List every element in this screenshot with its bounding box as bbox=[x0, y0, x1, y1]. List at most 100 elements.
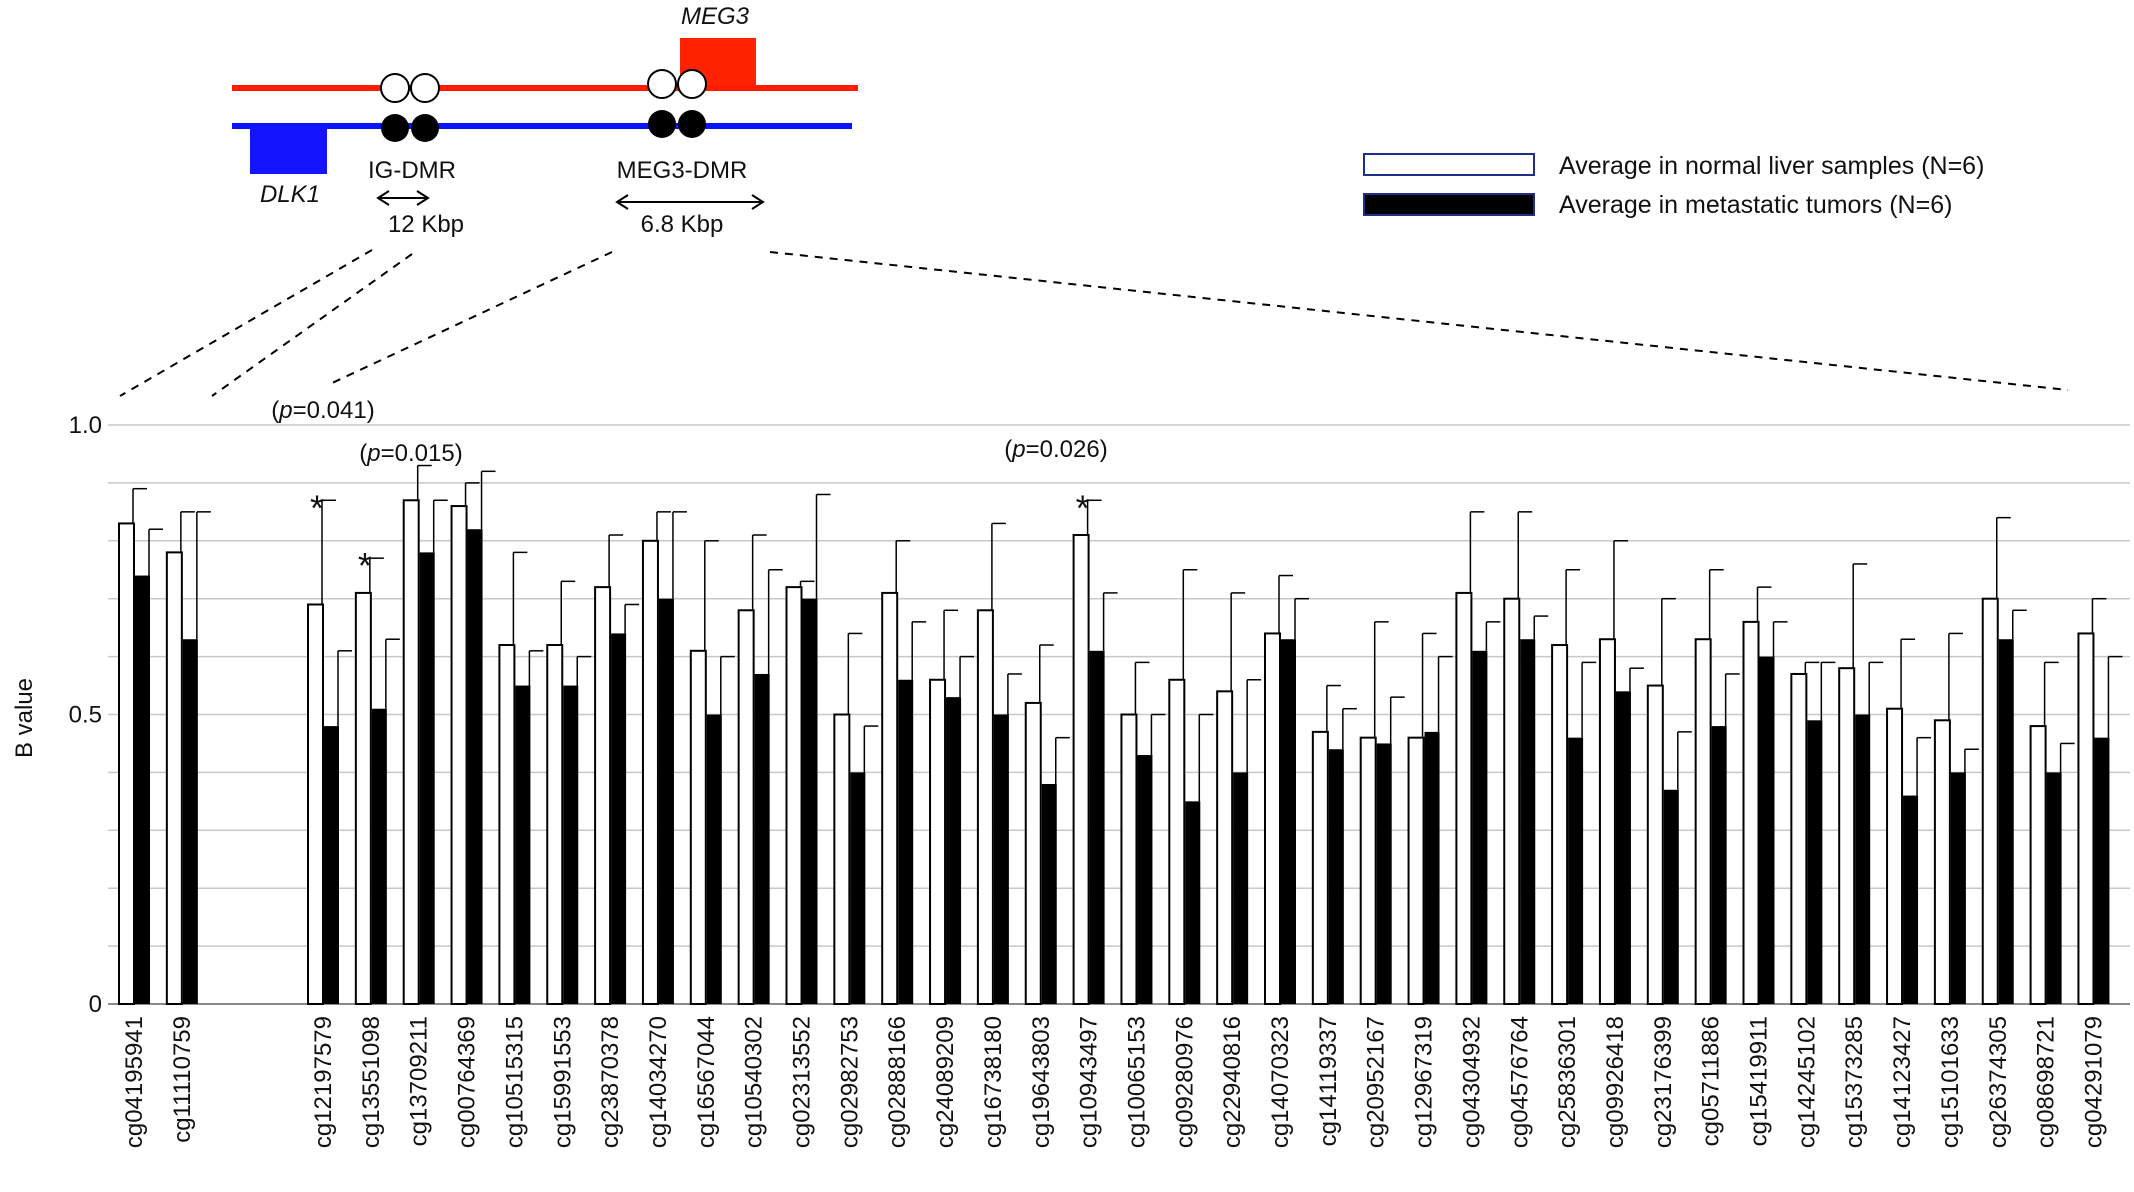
tumor-bar bbox=[1520, 639, 1536, 1004]
x-tick-label: cg16738180 bbox=[980, 1016, 1007, 1148]
y-tick-label: 0 bbox=[89, 991, 102, 1018]
tumor-bar bbox=[1855, 714, 1871, 1004]
tumor-bar bbox=[898, 679, 914, 1004]
p-value-label: (p=0.015) bbox=[359, 440, 462, 467]
tumor-bar bbox=[1998, 639, 2014, 1004]
unmethylated-cpg-icon bbox=[410, 73, 440, 103]
tumor-bar bbox=[754, 673, 770, 1004]
tumor-bar bbox=[1328, 749, 1344, 1004]
tumor-bar bbox=[1903, 795, 1919, 1004]
ig-dmr-label: IG-DMR bbox=[368, 157, 456, 184]
unmethylated-cpg-icon bbox=[677, 69, 707, 99]
tumor-bar bbox=[1424, 731, 1440, 1004]
tumor-bar bbox=[515, 685, 531, 1004]
tumor-bar bbox=[467, 529, 483, 1004]
y-tick-label: 0.5 bbox=[69, 702, 102, 729]
normal-bar bbox=[1311, 730, 1329, 1005]
tumor-bar bbox=[135, 575, 150, 1004]
tumor-bar bbox=[1663, 789, 1679, 1004]
x-tick-label: cg15419911 bbox=[1746, 1016, 1773, 1146]
tumor-bar bbox=[611, 633, 627, 1004]
normal-bar bbox=[1120, 713, 1138, 1005]
tumor-bar bbox=[1472, 650, 1488, 1004]
methylated-cpg-icon bbox=[678, 110, 706, 138]
normal-bar bbox=[1790, 672, 1808, 1005]
normal-bar bbox=[498, 644, 516, 1006]
x-tick-label: cg24089209 bbox=[932, 1016, 959, 1148]
x-tick-label: cg11110759 bbox=[169, 1016, 196, 1143]
x-tick-label: cg14245102 bbox=[1793, 1016, 1820, 1148]
x-tick-label: cg09280976 bbox=[1171, 1016, 1198, 1148]
ig-dmr-span-arrow bbox=[376, 190, 430, 206]
normal-bar bbox=[689, 649, 707, 1005]
ig-dmr-size-label: 12 Kbp bbox=[388, 211, 464, 238]
x-tick-label: cg08698721 bbox=[2033, 1016, 2060, 1148]
y-tick-label: 1.0 bbox=[69, 412, 102, 439]
tumor-bar bbox=[993, 714, 1009, 1004]
x-tick-label: cg20952167 bbox=[1363, 1016, 1390, 1148]
normal-bar bbox=[1886, 707, 1904, 1006]
tumor-bar bbox=[1615, 691, 1631, 1004]
significance-annotations: * (p=0.041) * (p=0.015) * (p=0.026) bbox=[271, 397, 1107, 586]
x-tick-label: cg14123427 bbox=[1889, 1016, 1916, 1148]
error-bars bbox=[132, 464, 2123, 802]
x-tick-label: cg13551098 bbox=[358, 1016, 385, 1148]
normal-bar bbox=[1838, 667, 1856, 1005]
dlk1-gene-label: DLK1 bbox=[260, 181, 320, 208]
legend-normal-swatch bbox=[1363, 153, 1535, 176]
normal-bar bbox=[2029, 725, 2047, 1006]
normal-bar bbox=[307, 603, 324, 1005]
x-tick-label: cg14034270 bbox=[645, 1016, 672, 1148]
normal-bar bbox=[881, 591, 899, 1005]
normal-bar bbox=[1455, 591, 1473, 1005]
x-tick-label: cg15101633 bbox=[1937, 1016, 1964, 1148]
tumor-bar bbox=[1185, 801, 1201, 1004]
gridlines bbox=[108, 424, 2130, 1005]
meg3-dmr-size-label: 6.8 Kbp bbox=[641, 211, 724, 238]
locus-diagram: MEG3 DLK1 IG-DMR MEG3-DMR 12 Kbp 6.8 Kbp bbox=[119, 3, 2069, 397]
tumor-bar bbox=[802, 598, 818, 1004]
x-tick-label: cg02888166 bbox=[884, 1016, 911, 1148]
normal-bar bbox=[165, 551, 183, 1005]
x-tick-label: cg02982753 bbox=[836, 1016, 863, 1148]
normal-bar bbox=[1694, 638, 1712, 1005]
normal-bar bbox=[118, 522, 135, 1005]
x-tick-label: cg10943497 bbox=[1076, 1016, 1103, 1148]
tumor-bar bbox=[182, 639, 198, 1004]
normal-bar bbox=[594, 586, 612, 1005]
meg3-dmr-span-arrow bbox=[615, 194, 765, 210]
tumor-bar bbox=[1711, 726, 1727, 1004]
zoom-dashed-lines bbox=[119, 249, 2069, 397]
x-tick-label: cg05711886 bbox=[1698, 1016, 1725, 1146]
tumor-bar bbox=[563, 685, 579, 1004]
x-tick-label: cg25836301 bbox=[1554, 1016, 1581, 1148]
normal-bar bbox=[929, 678, 947, 1005]
x-tick-label: cg04291079 bbox=[2080, 1016, 2107, 1148]
normal-bar bbox=[450, 505, 468, 1005]
unmethylated-cpg-icon bbox=[380, 73, 410, 103]
normal-bar bbox=[1216, 690, 1234, 1006]
normal-bar bbox=[1407, 736, 1425, 1005]
significance-asterisk: * bbox=[1076, 487, 1090, 528]
tumor-bar bbox=[371, 708, 387, 1004]
methylated-cpg-icon bbox=[411, 114, 439, 142]
x-tick-label: cg22940816 bbox=[1219, 1016, 1246, 1148]
normal-bar bbox=[1598, 638, 1616, 1005]
x-tick-label: cg04304932 bbox=[1458, 1016, 1485, 1148]
x-tick-label: cg10540302 bbox=[741, 1016, 768, 1148]
tumor-bar bbox=[1281, 639, 1296, 1004]
normal-bar bbox=[785, 586, 803, 1005]
normal-bar bbox=[402, 499, 420, 1005]
x-tick-label: cg16567044 bbox=[693, 1016, 720, 1148]
x-tick-labels: cg04195941 cg11110759 cg12197579 cg13551098… bbox=[121, 1016, 2107, 1148]
x-tick-label: cg13709211 bbox=[406, 1016, 433, 1146]
normal-bar bbox=[1551, 644, 1569, 1006]
dlk1-gene-box bbox=[250, 126, 327, 174]
meg3-dmr-label: MEG3-DMR bbox=[617, 157, 748, 184]
x-tick-label: cg12967319 bbox=[1411, 1016, 1438, 1148]
methylated-cpg-icon bbox=[648, 110, 676, 138]
x-tick-label: cg15991553 bbox=[549, 1016, 576, 1148]
normal-bar bbox=[1503, 597, 1521, 1005]
normal-bar bbox=[2077, 632, 2095, 1005]
